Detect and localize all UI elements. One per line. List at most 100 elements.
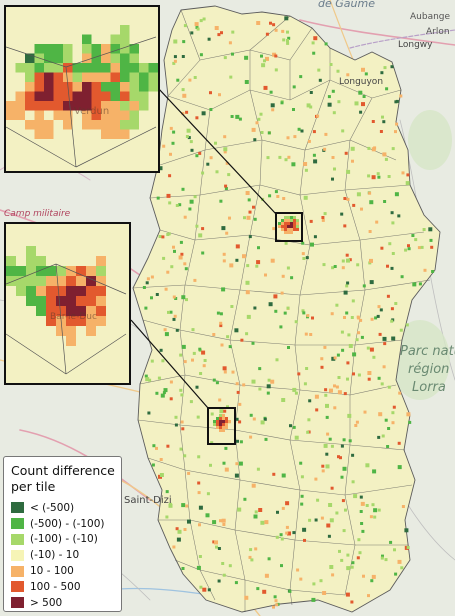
tile — [287, 531, 291, 536]
tile — [354, 424, 358, 427]
tile — [384, 157, 388, 161]
tile — [400, 566, 404, 570]
tile — [237, 507, 242, 512]
tile — [282, 38, 286, 42]
inset-tile — [120, 53, 130, 63]
tile — [300, 502, 304, 506]
focus-box-lower[interactable] — [207, 407, 236, 445]
tile — [252, 205, 255, 209]
tile — [390, 319, 394, 323]
tile — [378, 412, 383, 417]
tile — [336, 353, 340, 357]
tile — [284, 158, 288, 162]
tile — [173, 314, 177, 318]
tile — [302, 257, 306, 260]
tile — [223, 370, 227, 374]
tile — [219, 409, 224, 414]
tile — [206, 492, 210, 496]
tile — [218, 93, 221, 97]
inset-tile — [66, 296, 76, 306]
tile — [251, 379, 256, 384]
tile — [342, 438, 346, 442]
tile — [169, 380, 173, 384]
tile — [359, 495, 363, 499]
inset-tile — [25, 72, 35, 82]
tile — [169, 152, 172, 156]
tile — [217, 33, 221, 37]
inset-tile — [129, 25, 139, 35]
tile — [169, 310, 173, 314]
tile — [166, 270, 170, 274]
inset-tile — [63, 120, 73, 130]
tile — [377, 376, 381, 380]
focus-box-upper[interactable] — [275, 212, 303, 242]
tile — [369, 280, 374, 285]
tile — [346, 281, 350, 285]
tile — [314, 477, 318, 481]
tile — [209, 463, 212, 467]
tile — [209, 108, 213, 111]
tile — [276, 510, 279, 514]
tile — [392, 405, 396, 409]
tile — [168, 201, 172, 205]
tile — [293, 219, 296, 222]
tile — [155, 293, 159, 296]
tile — [166, 193, 171, 198]
tile — [248, 555, 252, 559]
tile — [330, 486, 334, 490]
inset-tile — [46, 286, 56, 296]
tile — [285, 531, 289, 535]
inset-lower[interactable]: Bar-le-Duc — [4, 222, 131, 385]
tile — [342, 529, 346, 533]
inset-tile — [91, 120, 101, 130]
tile — [248, 235, 252, 239]
inset-tile — [34, 63, 44, 73]
tile — [275, 603, 279, 607]
tile — [193, 195, 197, 199]
tile — [145, 281, 149, 285]
inset-upper[interactable]: Verdun — [4, 5, 160, 173]
tile — [210, 412, 214, 416]
tile — [357, 373, 361, 377]
tile — [207, 588, 211, 592]
tile — [287, 222, 290, 225]
inset-tile — [25, 82, 35, 92]
inset-tile — [91, 53, 101, 63]
tile — [377, 508, 381, 512]
tile — [367, 174, 371, 178]
legend-swatch — [11, 581, 24, 593]
inset-tile — [34, 129, 44, 139]
inset-tile — [25, 101, 35, 111]
inset-tile — [129, 120, 139, 130]
tile — [257, 117, 261, 121]
tile — [231, 30, 235, 34]
inset-tile — [63, 44, 73, 54]
tile — [347, 413, 352, 418]
tile — [265, 56, 269, 61]
inset-tile — [76, 266, 86, 276]
tile — [302, 311, 306, 315]
tile — [387, 175, 391, 178]
inset-tile — [110, 63, 120, 73]
tile — [162, 144, 166, 148]
tile — [362, 284, 366, 288]
tile — [231, 52, 234, 56]
tile — [235, 258, 239, 262]
tile — [368, 191, 372, 195]
tile — [395, 122, 399, 126]
tile — [332, 111, 336, 115]
tile — [186, 128, 191, 133]
tile — [300, 494, 304, 498]
tile — [346, 197, 350, 201]
tile — [383, 342, 387, 346]
inset-tile — [56, 286, 66, 296]
tile — [390, 307, 394, 311]
inset-tile — [53, 63, 63, 73]
inset-tile — [53, 44, 63, 54]
tile — [303, 162, 308, 166]
tile — [370, 317, 374, 321]
tile — [391, 147, 395, 151]
tile — [377, 305, 381, 309]
inset-tile — [26, 286, 36, 296]
tile — [180, 393, 184, 397]
